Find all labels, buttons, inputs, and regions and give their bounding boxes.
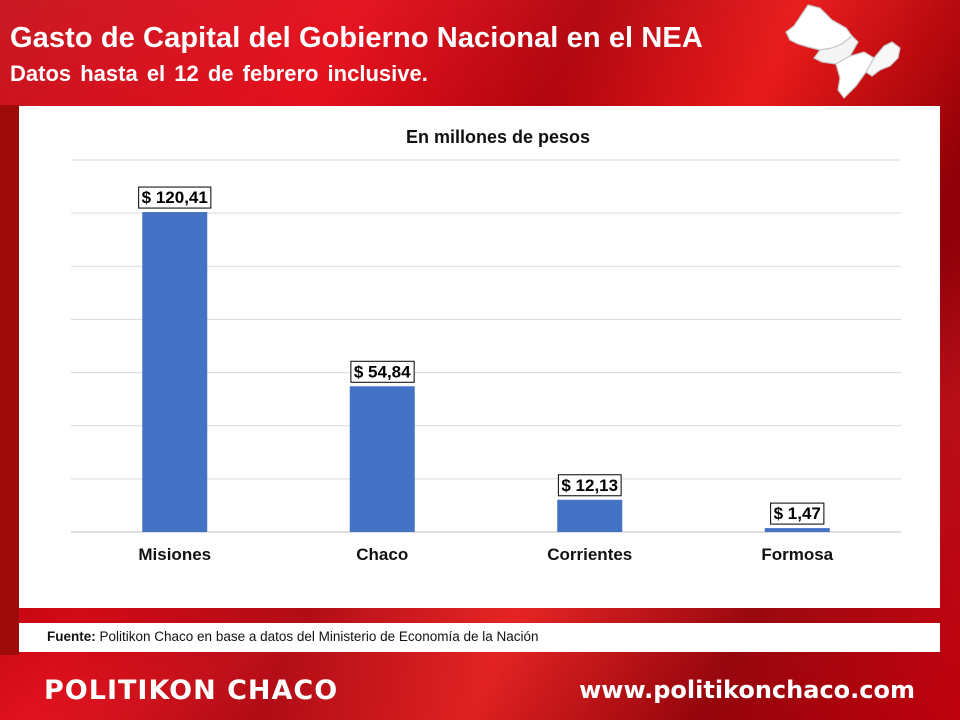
data-label: $ 120,41: [142, 188, 208, 207]
bar: [349, 386, 415, 532]
footer-brand: POLITIKON CHACO: [44, 675, 339, 706]
page-subtitle: Datos hasta el 12 de febrero inclusive.: [10, 61, 428, 86]
source-text: Politikon Chaco en base a datos del Mini…: [95, 629, 539, 644]
bar: [557, 499, 623, 532]
data-label: $ 54,84: [354, 362, 411, 381]
chart-title: En millones de pesos: [406, 127, 590, 147]
bar-chart: En millones de pesos $ 120,41 Misiones $ 54…: [71, 127, 901, 564]
chart-card: En millones de pesos $ 120,41 Misiones $ 54…: [19, 106, 940, 608]
category-label: Formosa: [761, 545, 833, 564]
category-label: Chaco: [356, 545, 408, 564]
bar: [764, 528, 830, 532]
source-note: Fuente: Politikon Chaco en base a datos …: [47, 629, 539, 644]
footer-url[interactable]: www.politikonchaco.com: [579, 676, 915, 704]
data-label-box: [138, 186, 212, 209]
category-label: Misiones: [138, 545, 211, 564]
bar: [142, 212, 208, 532]
page-title: Gasto de Capital del Gobierno Nacional e…: [10, 22, 703, 54]
source-box: Fuente: Politikon Chaco en base a datos …: [19, 623, 940, 652]
nea-region-map-icon: [785, 4, 901, 99]
data-label: $ 1,47: [774, 504, 821, 523]
source-label: Fuente:: [47, 629, 96, 644]
data-label-box: [557, 474, 622, 497]
left-accent-strip: [0, 105, 19, 655]
data-label-box: [350, 360, 415, 383]
data-label-box: [770, 502, 825, 525]
data-label: $ 12,13: [561, 476, 618, 495]
category-label: Corrientes: [547, 545, 632, 564]
